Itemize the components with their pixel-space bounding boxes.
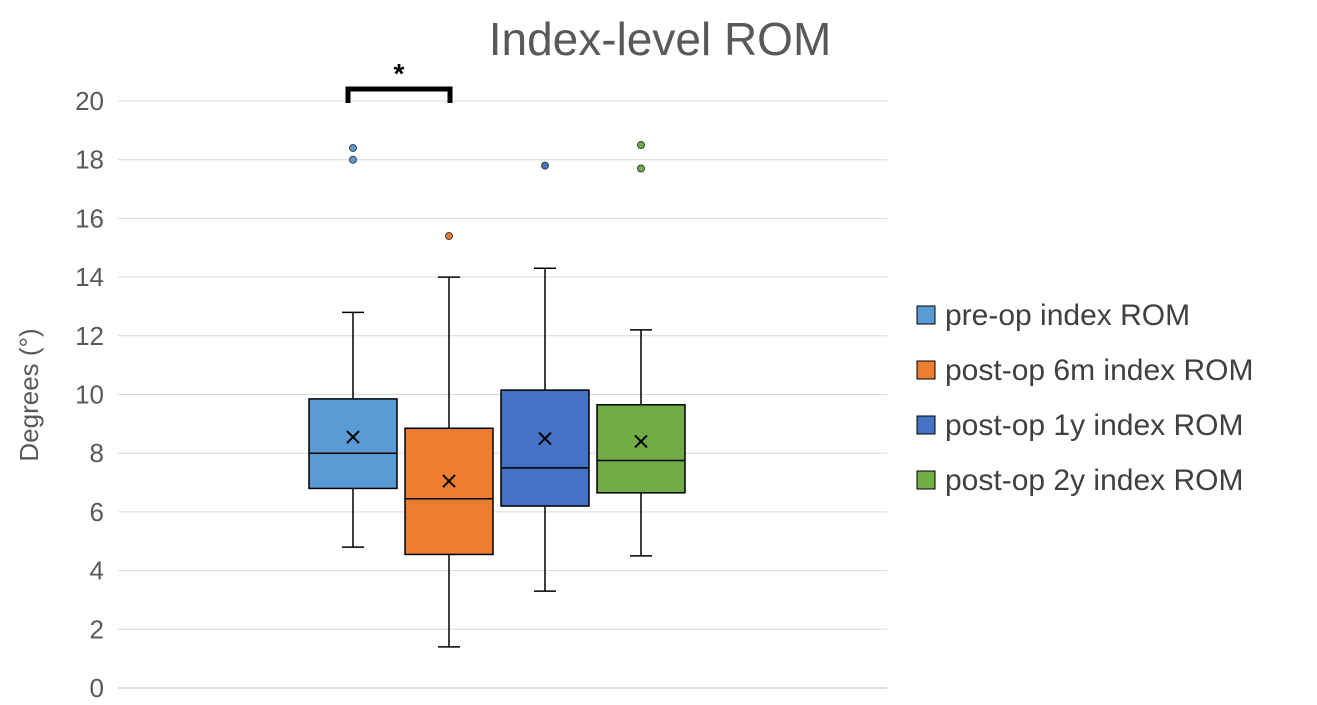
box-2 <box>404 232 494 648</box>
significance-bracket <box>345 86 453 103</box>
outlier-point <box>445 232 453 241</box>
mean-marker <box>634 434 648 449</box>
legend-label: post-op 2y index ROM <box>945 464 1243 497</box>
y-tick-label: 10 <box>75 380 104 410</box>
legend-label: post-op 6m index ROM <box>945 354 1253 387</box>
legend-label: pre-op index ROM <box>945 299 1190 332</box>
legend-item: post-op 6m index ROM <box>916 354 1253 387</box>
iqr-box <box>500 389 590 507</box>
mean-marker <box>538 431 552 446</box>
y-tick-label: 12 <box>75 321 104 351</box>
outlier-point <box>637 141 645 150</box>
iqr-box <box>404 427 494 556</box>
y-axis-ticks: 0 2 4 6 8 10 12 14 16 18 20 <box>75 86 104 703</box>
legend-item: pre-op index ROM <box>916 299 1190 332</box>
y-tick-label: 6 <box>90 497 104 527</box>
mean-marker <box>346 430 360 444</box>
significance-star: * <box>394 58 405 89</box>
legend-item: post-op 1y index ROM <box>916 409 1243 442</box>
legend-swatch <box>916 360 936 380</box>
box-series <box>308 141 686 648</box>
y-tick-label: 4 <box>90 556 104 586</box>
box-3 <box>500 161 590 592</box>
iqr-box <box>596 404 686 494</box>
iqr-box <box>308 398 398 490</box>
box-1 <box>308 143 398 548</box>
legend-swatch <box>916 415 936 435</box>
legend-label: post-op 1y index ROM <box>945 409 1243 442</box>
y-tick-label: 2 <box>90 614 104 644</box>
y-tick-label: 18 <box>75 145 104 175</box>
legend-item: post-op 2y index ROM <box>916 464 1243 497</box>
y-axis-label: Degrees (°) <box>14 328 44 461</box>
y-tick-label: 0 <box>90 673 104 703</box>
y-tick-label: 8 <box>90 438 104 468</box>
outlier-point <box>349 143 357 152</box>
outlier-point <box>541 161 549 170</box>
outlier-point <box>637 164 645 173</box>
significance-annotation: * <box>345 58 453 103</box>
legend: pre-op index ROM post-op 6m index ROM post… <box>916 299 1253 497</box>
outlier-point <box>349 155 357 164</box>
legend-swatch <box>916 305 936 325</box>
legend-swatch <box>916 470 936 490</box>
y-tick-label: 14 <box>75 262 104 292</box>
y-tick-label: 20 <box>75 86 104 116</box>
mean-marker <box>442 474 456 488</box>
y-tick-label: 16 <box>75 203 104 233</box>
box-4 <box>596 141 686 557</box>
chart-title: Index-level ROM <box>489 13 832 65</box>
